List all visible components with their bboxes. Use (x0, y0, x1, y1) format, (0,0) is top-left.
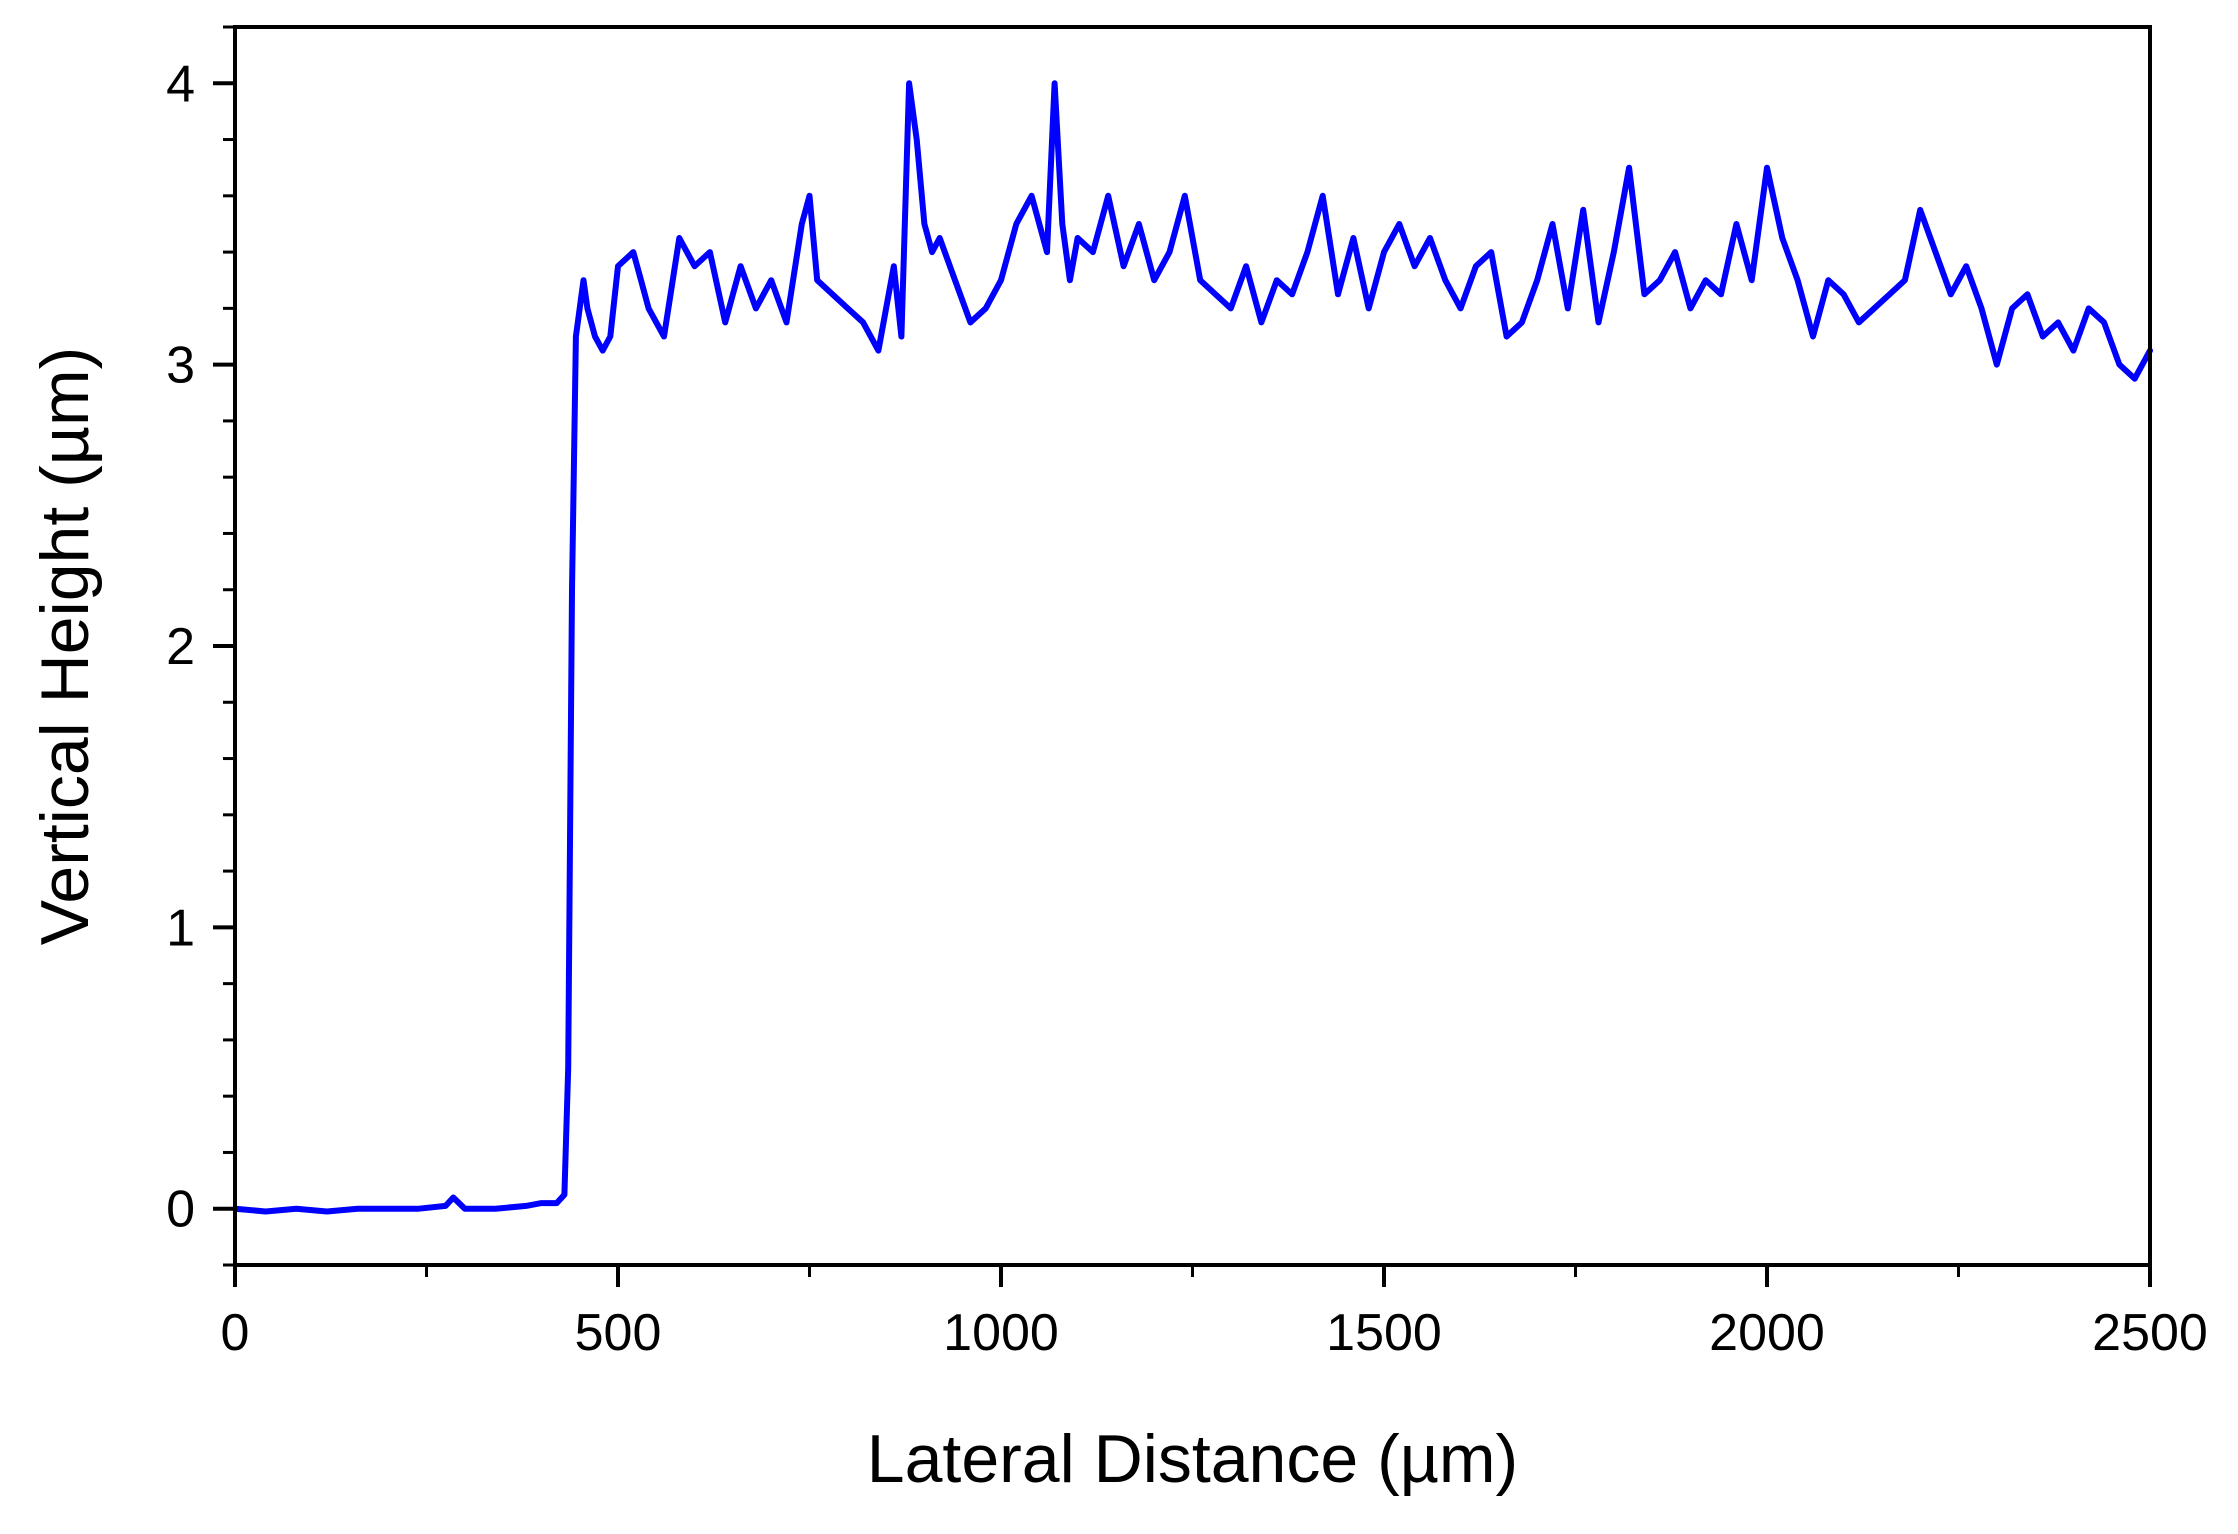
y-tick-label: 4 (166, 55, 195, 113)
x-tick-label: 2000 (1709, 1304, 1825, 1362)
plot-area (232, 80, 2153, 1215)
y-tick-label: 1 (166, 899, 195, 957)
x-axis-title: Lateral Distance (µm) (867, 1421, 1518, 1497)
x-tick-label: 500 (575, 1304, 662, 1362)
y-tick-label: 0 (166, 1181, 195, 1239)
x-tick-label: 1000 (943, 1304, 1059, 1362)
x-tick-label: 2500 (2092, 1304, 2208, 1362)
y-axis-title: Vertical Height (µm) (27, 347, 103, 945)
axes: 0 500 1000 1500 2000 2500 0 1 2 3 4 (166, 25, 2208, 1362)
x-tick-label: 0 (221, 1304, 250, 1362)
y-tick-label: 3 (166, 337, 195, 395)
series-line-0 (232, 80, 2153, 1215)
x-tick-label: 1500 (1326, 1304, 1442, 1362)
y-tick-label: 2 (166, 618, 195, 676)
